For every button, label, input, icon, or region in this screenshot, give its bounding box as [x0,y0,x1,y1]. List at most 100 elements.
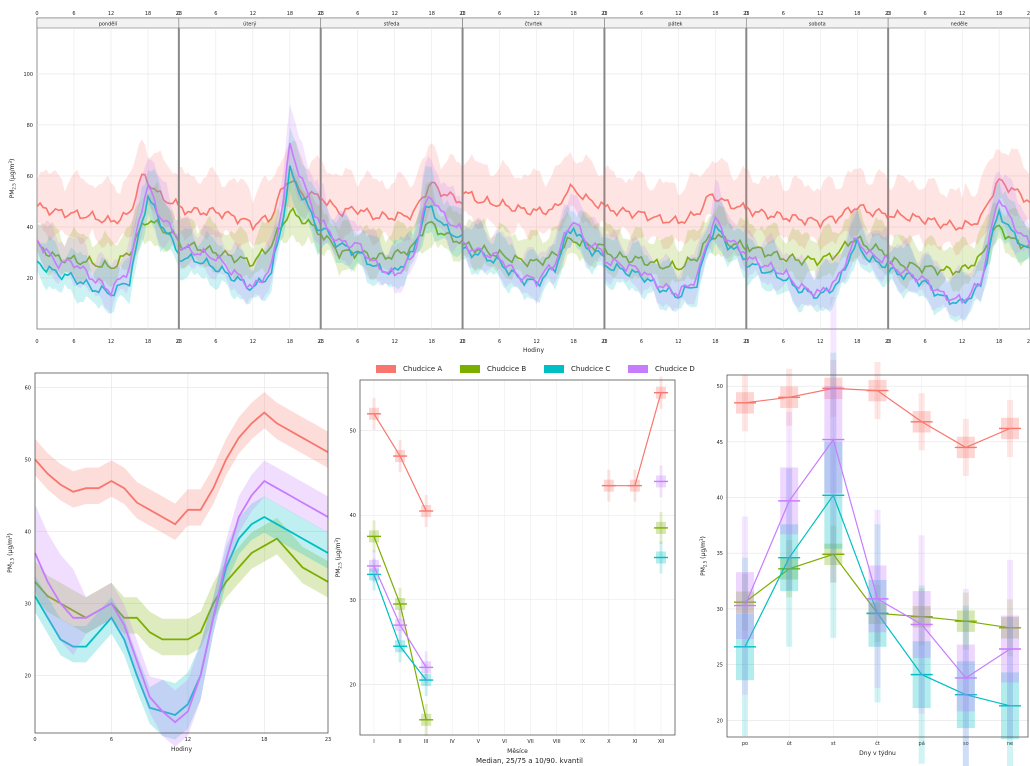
weekly-x-tick: 6 [498,339,501,345]
weekday-median-line [744,387,1011,449]
monthly-x-tick: IV [450,739,455,745]
weekly-top-tick: 23 [459,11,465,17]
weekly-quantile-band [37,139,179,248]
weekly-day-title: čtvrtek [525,21,543,28]
weekly-day-title: úterý [243,21,256,28]
weekly-top-tick: 0 [461,11,464,17]
weekly-x-tick: 18 [429,339,435,345]
weekly-median-line [320,181,464,222]
monthly-x-tick: VIII [553,739,561,745]
weekly-median-line [888,177,1030,232]
weekly-quantile-band [462,152,605,241]
weekly-top-tick: 6 [72,11,75,17]
weekly-x-tick: 6 [640,339,643,345]
legend-item-b: Chudcice B [460,362,544,376]
weekly-top-tick: 6 [640,11,643,17]
weekly-median-line [178,165,321,292]
weekly-day-strip [887,17,1030,29]
weekly-top-tick: 12 [250,11,256,17]
weekly-median-line [36,193,180,297]
weekly-top-tick: 6 [782,11,785,17]
monthly-x-tick: VII [527,739,533,745]
weekday-x-tick: pá [919,740,925,747]
weekday-median-line [744,494,1011,707]
weekday-y-tick: 30 [717,607,723,613]
weekly-top-tick: 6 [924,11,927,17]
legend-label-c: Chudcice C [571,365,611,373]
weekly-quantile-band [462,193,605,305]
weekly-x-tick: 0 [35,339,38,345]
weekly-x-tick: 6 [924,339,927,345]
hourly-x-tick: 6 [110,737,113,743]
weekly-median-line [36,218,180,270]
hourly-quantile-band [35,392,328,540]
legend-swatch-d [628,365,648,373]
weekday-x-tick: po [742,741,748,747]
weekly-x-axis-label: Hodiny [523,347,544,354]
weekly-top-tick: 18 [429,11,435,17]
monthly-x-axis-label: Měsíce [507,748,528,755]
monthly-y-tick: 30 [350,598,356,604]
weekly-x-tick: 0 [745,339,748,345]
weekly-top-tick: 0 [35,11,38,17]
hourly-quantile-band [35,496,328,740]
hourly-y-tick: 50 [25,457,31,463]
weekly-top-tick: 23 [176,11,182,17]
weekly-median-line [604,215,747,298]
hourly-panel: 20 30 40 50 60 0 6 12 18 23 PM2.5 (µg/m3) Hodiny [6,372,331,753]
weekly-top-tick: 0 [745,11,748,17]
hourly-y-tick: 30 [25,601,31,607]
weekly-x-tick: 12 [250,339,256,345]
weekly-y-axis-label: PM2.5 (µg/m3) [8,159,17,199]
hourly-quantile-band [35,460,328,747]
weekly-quantile-band [888,171,1030,323]
weekly-x-tick: 18 [996,339,1002,345]
monthly-x-tick: X [607,739,611,745]
monthly-y-tick: 40 [350,513,356,519]
weekly-x-tick: 6 [356,339,359,345]
monthly-x-tick: II [399,739,402,745]
weekly-top-tick: 18 [287,11,293,17]
hourly-x-axis-label: Hodiny [171,746,192,753]
weekly-x-tick: 23 [743,339,749,345]
weekly-median-line [36,183,180,298]
weekly-quantile-band [178,104,321,305]
weekly-x-tick: 12 [533,339,539,345]
weekly-day-title: pondělí [99,21,118,28]
weekly-median-line [462,221,606,288]
weekly-x-tick: 23 [318,339,324,345]
legend-swatch-c [544,365,564,373]
weekly-day-title: pátek [668,21,682,28]
weekday-y-tick: 50 [717,384,723,390]
weekday-x-tick: so [963,741,969,747]
weekly-quantile-band [888,148,1030,256]
weekday-y-tick: 20 [717,718,723,724]
weekly-top-tick: 23 [601,11,607,17]
monthly-x-tick: XII [658,739,664,745]
hourly-y-tick: 40 [25,529,31,535]
weekly-top-tick: 6 [214,11,217,17]
weekday-y-tick: 40 [717,496,723,502]
weekly-top-tick: 18 [570,11,576,17]
weekly-x-tick: 6 [214,339,217,345]
weekly-top-tick: 6 [356,11,359,17]
weekly-x-tick: 12 [959,339,965,345]
weekly-x-tick: 23 [459,339,465,345]
weekly-top-tick: 18 [145,11,151,17]
weekly-x-tick: 6 [782,339,785,345]
hourly-plot-frame [34,372,329,734]
weekday-y-axis-label: PM2.5 (µg/m3) [699,536,708,576]
weekly-top-tick: 12 [392,11,398,17]
legend-swatch-a [376,365,396,373]
weekly-x-tick: 18 [712,339,718,345]
weekday-x-tick: čt [875,740,880,747]
weekly-median-line [745,237,889,297]
weekday-y-tick: 25 [717,663,723,669]
weekly-top-tick: 0 [887,11,890,17]
weekday-x-tick: út [787,740,792,747]
weekday-x-tick: ne [1007,741,1013,747]
legend-label-b: Chudcice B [487,365,527,373]
weekly-top-tick: 18 [996,11,1002,17]
weekday-plot-frame [726,374,1029,738]
